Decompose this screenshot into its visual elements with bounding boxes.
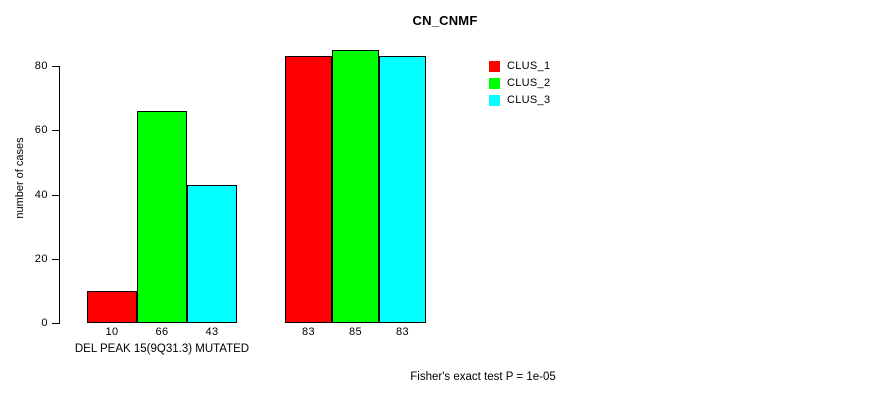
page-title: CN_CNMF (412, 13, 478, 28)
y-axis-tick (52, 130, 59, 132)
y-axis-line (59, 66, 60, 324)
y-axis-tick-label: 20 (34, 252, 48, 265)
bar (285, 56, 332, 323)
y-axis-tick (52, 194, 59, 196)
legend-item: CLUS_1 (489, 58, 550, 75)
y-axis-tick (52, 66, 59, 67)
y-axis-tick-label: 60 (34, 124, 48, 137)
statistical-annotation: Fisher's exact test P = 1e-05 (410, 371, 556, 383)
legend-color-swatch (489, 95, 500, 106)
bar-value-label: 83 (395, 326, 410, 338)
legend-color-swatch (489, 78, 500, 89)
bar (137, 110, 187, 323)
legend-item: CLUS_3 (489, 92, 550, 109)
group-caption: DEL PEAK 15(9Q31.3) MUTATED (74, 343, 250, 355)
bar-value-label: 85 (348, 326, 363, 338)
legend: CLUS_1 CLUS_2 CLUS_3 (489, 58, 550, 109)
legend-color-swatch (489, 61, 500, 72)
y-axis-tick (52, 323, 59, 324)
legend-label: CLUS_2 (507, 77, 551, 89)
legend-label: CLUS_3 (507, 94, 551, 106)
bar (379, 56, 426, 323)
legend-item: CLUS_2 (489, 75, 550, 92)
bar-value-label: 83 (301, 326, 316, 338)
bar-value-label: 10 (105, 326, 119, 338)
bar (332, 49, 379, 323)
bar-value-label: 43 (205, 326, 219, 338)
bar (187, 184, 237, 323)
y-axis-tick-label: 80 (34, 60, 48, 72)
legend-label: CLUS_1 (507, 60, 551, 72)
y-axis-tick-label: 40 (34, 188, 48, 201)
y-axis-tick (52, 258, 59, 260)
y-axis-title: number of cases (14, 137, 26, 219)
y-axis-tick-label: 0 (41, 317, 48, 329)
bar-value-label: 66 (155, 326, 169, 338)
bar (87, 290, 137, 323)
